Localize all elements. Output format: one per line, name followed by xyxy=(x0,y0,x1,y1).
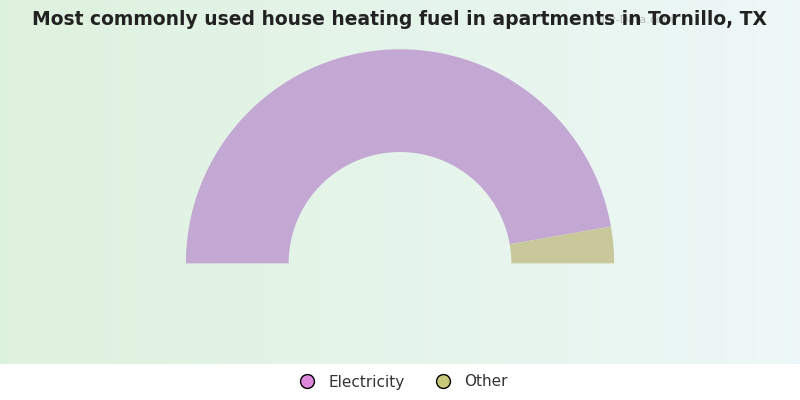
Legend: Electricity, Other: Electricity, Other xyxy=(286,368,514,396)
Polygon shape xyxy=(186,49,611,263)
Text: Most commonly used house heating fuel in apartments in Tornillo, TX: Most commonly used house heating fuel in… xyxy=(33,10,767,29)
Text: City-Data.com: City-Data.com xyxy=(594,15,674,25)
Polygon shape xyxy=(510,226,614,263)
